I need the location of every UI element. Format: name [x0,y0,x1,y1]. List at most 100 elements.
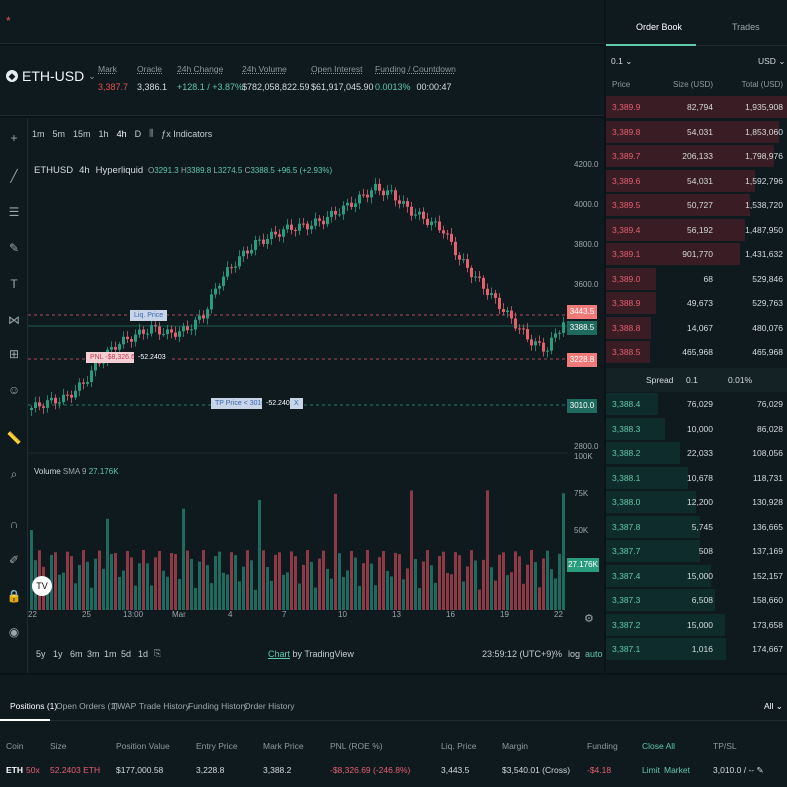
filter-select[interactable]: All ⌄ [764,701,783,711]
pos-pnl[interactable]: -$8,326.69 (-246.8%) [330,765,411,775]
pos-tab-5[interactable]: Order History [244,701,295,711]
fib-icon[interactable]: ☰ [8,205,20,219]
bid-row[interactable]: 3,388.1 10,678 118,731 [606,466,787,490]
price-chart[interactable] [28,160,568,610]
magnet-icon[interactable]: ∩ [9,517,19,531]
tf-1m[interactable]: 1m [32,128,45,139]
crosshair-icon[interactable]: + [10,131,18,145]
chart-credit[interactable]: Chart by TradingView [268,649,354,659]
pos-header: Mark Price [263,741,304,751]
bid-row[interactable]: 3,387.2 15,000 173,658 [606,613,787,637]
ask-row[interactable]: 3,388.8 14,067 480,076 [606,316,787,340]
close-limit-button[interactable]: Limit [642,765,660,775]
tick-size-select[interactable]: 0.1 ⌄ [611,56,633,66]
currency-select[interactable]: USD ⌄ [758,56,786,66]
eye-icon[interactable]: ◉ [8,625,20,639]
pos-tab-2[interactable]: TWAP [112,701,137,711]
candle-body [182,326,185,332]
candle-body [354,203,357,208]
pos-tab-4[interactable]: Funding History [188,701,248,711]
ask-row[interactable]: 3,389.7 206,133 1,798,976 [606,144,787,168]
brush-icon[interactable]: ✎ [8,241,20,255]
tf-15m[interactable]: 15m [73,128,91,139]
range-3m[interactable]: 3m [87,649,100,659]
ask-row[interactable]: 3,389.0 68 529,846 [606,267,787,291]
volume-bar [162,570,165,610]
market-selector[interactable]: ◆ ETH-USD ⌄ [6,68,96,84]
settings-icon[interactable]: ⚙ [584,613,594,625]
pattern-icon[interactable]: ⋈ [8,313,20,327]
book-total: 86,028 [757,423,783,434]
pos-header[interactable]: PNL (ROE %) [330,741,383,751]
app-logo[interactable]: * [6,14,11,28]
candle-body [386,190,389,196]
ask-row[interactable]: 3,389.9 82,794 1,935,908 [606,95,787,119]
book-price: 3,388.2 [612,448,641,458]
zoom-icon[interactable]: ⌕ [10,467,18,481]
tp-cancel-button[interactable]: X [290,398,303,409]
ask-row[interactable]: 3,389.6 54,031 1,592,796 [606,169,787,193]
range-1d[interactable]: 1d [138,649,149,659]
bid-row[interactable]: 3,387.1 1,016 174,667 [606,637,787,661]
text-icon[interactable]: T [10,277,18,291]
tp-price-label[interactable]: TP Price < 3010 [211,398,270,409]
trendline-icon[interactable]: ╱ [10,169,18,183]
ask-row[interactable]: 3,388.5 465,968 465,968 [606,340,787,364]
range-1y[interactable]: 1y [53,649,63,659]
tf-1h[interactable]: 1h [98,128,109,139]
range-5d[interactable]: 5d [121,649,132,659]
indicators-button[interactable]: ƒx Indicators [161,128,213,139]
book-price: 3,388.9 [612,298,641,308]
close-market-button[interactable]: Market [664,765,690,775]
smile-icon[interactable]: ☺ [7,383,21,397]
bid-row[interactable]: 3,387.8 5,745 136,665 [606,515,787,539]
candle-body [418,211,421,215]
pos-tab-3[interactable]: Trade History [139,701,190,711]
bid-row[interactable]: 3,388.4 76,029 76,029 [606,392,787,416]
pos-tab-0[interactable]: Positions (1) [10,701,58,711]
price-axis[interactable]: 4200.0 4000.0 3800.0 3600.0 2800.0 100K 75K 50K [568,160,604,610]
tab-order-book[interactable]: Order Book [636,22,683,32]
vol-y-tick: 50K [574,526,589,535]
range-1m[interactable]: 1m [104,649,117,659]
compare-icon[interactable]: ⎘ [154,648,162,658]
pos-tpsl[interactable]: 3,010.0 / -- ✎ [713,765,764,775]
ask-row[interactable]: 3,389.5 50,727 1,538,720 [606,193,787,217]
bid-row[interactable]: 3,388.2 22,033 108,056 [606,441,787,465]
time-axis[interactable]: 22 25 13:00 Mar 4 7 10 13 16 19 22 [28,610,568,624]
bid-row[interactable]: 3,388.3 10,000 86,028 [606,417,787,441]
bid-row[interactable]: 3,387.7 508 137,169 [606,539,787,563]
tf-D[interactable]: D [134,128,142,139]
pos-header: Coin [6,741,24,751]
volume-bar [506,575,509,610]
lock-icon[interactable]: 🔒 [6,589,22,603]
percent-toggle[interactable]: % [554,649,563,659]
pos-header[interactable]: Position Value [116,741,170,751]
book-total: 465,968 [752,347,783,357]
log-toggle[interactable]: log [568,649,581,659]
candle-type-icon[interactable]: ⫼ [149,128,154,138]
pencil-lock-icon[interactable]: ✐ [8,553,20,567]
candle-body [530,339,533,346]
range-5y[interactable]: 5y [36,649,46,659]
auto-toggle[interactable]: auto [585,649,603,659]
measure-icon[interactable]: ⊞ [8,347,20,361]
bid-row[interactable]: 3,387.4 15,000 152,157 [606,564,787,588]
ask-row[interactable]: 3,389.8 54,031 1,853,060 [606,120,787,144]
ask-row[interactable]: 3,388.9 49,673 529,763 [606,291,787,315]
bid-row[interactable]: 3,388.0 12,200 130,928 [606,490,787,514]
range-6m[interactable]: 6m [70,649,83,659]
tf-4h[interactable]: 4h [116,128,127,139]
tf-5m[interactable]: 5m [52,128,66,139]
ask-row[interactable]: 3,389.4 56,192 1,487,950 [606,218,787,242]
clock[interactable]: 23:59:12 (UTC+9) [482,649,555,659]
pos-header[interactable]: Close All [642,741,676,751]
tradingview-logo[interactable]: TV [32,576,52,596]
depth-bar [606,515,700,538]
ask-row[interactable]: 3,389.1 901,770 1,431,632 [606,242,787,266]
tab-trades[interactable]: Trades [732,22,760,32]
pos-tab-1[interactable]: Open Orders (1) [56,701,118,711]
pos-coin[interactable]: ETH 50x [6,765,40,775]
bid-row[interactable]: 3,387.3 6,508 158,660 [606,588,787,612]
ruler-icon[interactable]: 📏 [6,431,22,445]
